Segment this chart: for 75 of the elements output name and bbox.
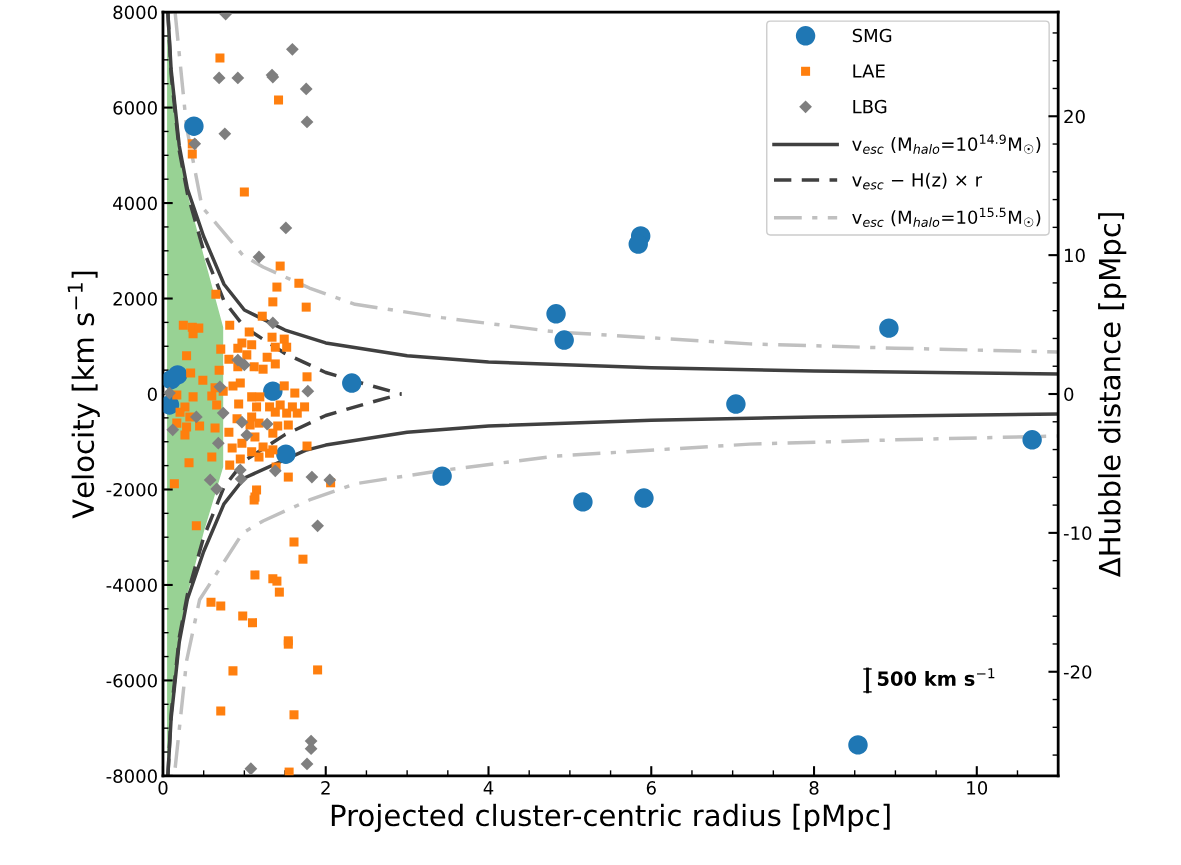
point [252, 250, 266, 264]
x-axis-title: Projected cluster-centric radius [pMpc] [331, 803, 890, 833]
point [1022, 430, 1042, 450]
point [573, 492, 593, 512]
x-tick-label: 0 [158, 781, 168, 795]
y2-tick-label: -20 [1063, 665, 1092, 679]
point [266, 316, 280, 330]
point [218, 127, 232, 141]
point [323, 473, 337, 487]
point [300, 757, 314, 771]
y-tick-label: 8000 [113, 5, 157, 20]
point [263, 381, 283, 401]
point [342, 373, 362, 393]
x-tick-label: 4 [483, 781, 494, 795]
point [305, 470, 319, 484]
x-tick-label: 8 [809, 781, 819, 795]
point [213, 380, 227, 394]
y2-tick-label: -10 [1063, 526, 1092, 540]
point [237, 358, 251, 372]
x-tick-label: 2 [321, 781, 330, 795]
x-tick-label: 6 [646, 781, 656, 795]
y2-axis-title: ΔHubble distance [pMpc] [1098, 213, 1127, 578]
point [235, 415, 249, 429]
point [244, 762, 258, 776]
point [546, 304, 566, 324]
point [285, 42, 299, 56]
point [167, 365, 188, 385]
point [210, 482, 224, 496]
y-tick-label: -4000 [106, 578, 157, 593]
point [188, 137, 202, 151]
point [628, 234, 648, 254]
point [203, 473, 217, 487]
y-tick-label: -2000 [106, 482, 157, 497]
point [240, 428, 254, 442]
y2-tick-label: 0 [1064, 387, 1074, 402]
y-tick-label: -8000 [106, 769, 157, 784]
point [166, 423, 180, 437]
x-tick-label: 10 [967, 781, 988, 795]
point [260, 417, 274, 431]
point [299, 82, 313, 96]
y-axis-title: Velocity [km s$^{−1}$] [67, 271, 100, 519]
point [634, 488, 654, 508]
y2-tick-label: 10 [1065, 248, 1085, 263]
text: v$_{esc}$ (M$_{halo}$=10$^{14.9}$M$_{☉}$) [852, 134, 1041, 154]
point [184, 116, 204, 136]
point [279, 221, 293, 235]
point [848, 735, 868, 755]
legend-label: LBG [853, 99, 887, 114]
legend-label: LAE [853, 64, 885, 78]
legend-label: v$_{esc}$ − H(z) × r [852, 172, 983, 190]
legend-label: SMG [852, 28, 892, 43]
point [212, 71, 226, 85]
point [726, 394, 746, 414]
y-tick-label: 0 [147, 387, 157, 402]
point [432, 466, 452, 486]
y-tick-label: 2000 [113, 291, 157, 306]
point [879, 318, 899, 338]
point [301, 384, 315, 398]
point [311, 519, 324, 533]
y-tick-label: 6000 [113, 101, 157, 115]
text: v$_{esc}$ (M$_{halo}$=10$^{15.5}$M$_{☉}$) [852, 207, 1041, 227]
point [211, 436, 225, 450]
y-tick-label: -6000 [106, 673, 157, 688]
y2-tick-label: 20 [1064, 109, 1085, 124]
point [268, 464, 282, 478]
point [189, 410, 203, 424]
point [234, 472, 248, 486]
point [300, 115, 314, 129]
point [163, 386, 176, 400]
point [554, 330, 574, 350]
point [276, 444, 296, 464]
annotation: 500 km s$^{−1}$ [877, 668, 995, 686]
point [231, 71, 245, 85]
point [216, 406, 230, 420]
y-tick-label: 4000 [113, 196, 157, 211]
